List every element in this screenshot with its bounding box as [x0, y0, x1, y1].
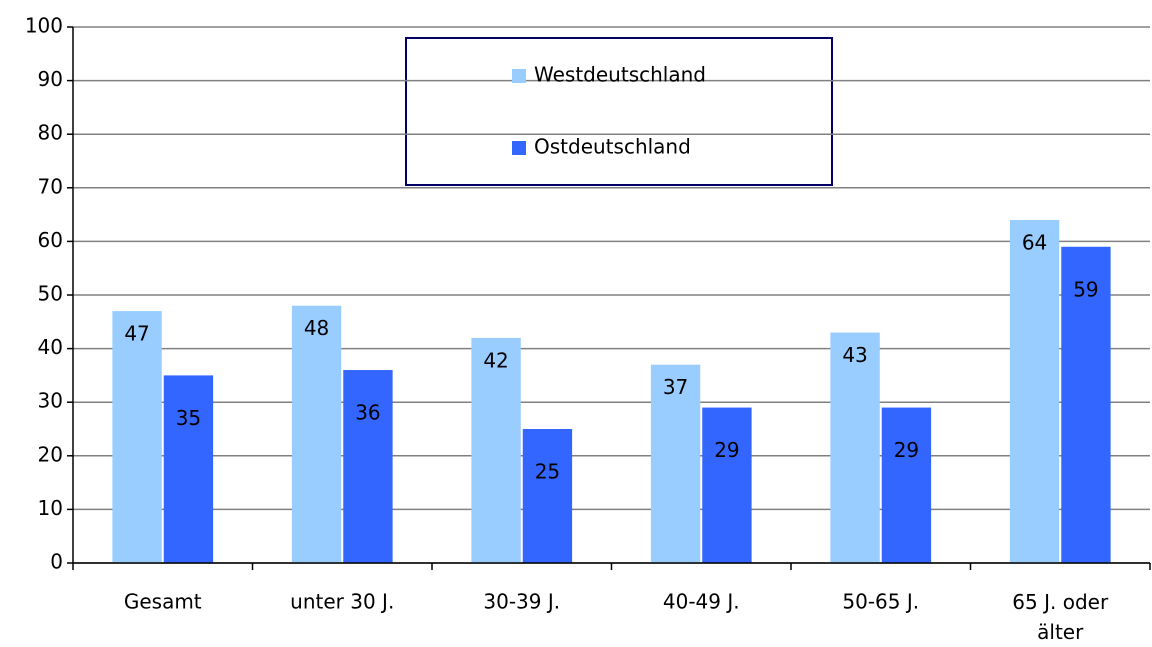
legend-label: Westdeutschland: [534, 63, 706, 87]
data-label: 25: [535, 460, 560, 484]
y-tick-label: 20: [38, 442, 63, 466]
x-tick-label: 50-65 J.: [842, 590, 919, 614]
y-tick-label: 30: [38, 389, 63, 413]
x-tick-label: unter 30 J.: [290, 590, 394, 614]
y-tick-label: 90: [38, 67, 63, 91]
bar: [522, 429, 573, 563]
data-label: 42: [483, 348, 508, 372]
legend-swatch: [512, 141, 526, 155]
y-tick-label: 10: [38, 496, 63, 520]
bar: [830, 332, 880, 563]
legend-label: Ostdeutschland: [534, 135, 691, 159]
x-tick-label-line: älter: [1037, 620, 1084, 644]
data-label: 47: [124, 322, 149, 346]
y-tick-label: 60: [38, 228, 63, 252]
data-label: 48: [304, 316, 329, 340]
legend-swatch: [512, 69, 526, 83]
bar: [343, 370, 393, 563]
data-label: 37: [663, 375, 688, 399]
bar: [1009, 219, 1060, 563]
data-label: 59: [1073, 277, 1098, 301]
x-tick-label-line: 65 J. oder: [1012, 590, 1109, 614]
x-tick-label: 30-39 J.: [483, 590, 560, 614]
bar: [1061, 246, 1111, 563]
data-label: 35: [176, 406, 201, 430]
y-tick-label: 80: [38, 121, 63, 145]
bar: [112, 311, 162, 563]
y-tick-label: 50: [38, 282, 63, 306]
y-tick-label: 0: [50, 550, 63, 574]
data-label: 29: [894, 438, 919, 462]
bar: [702, 407, 752, 563]
legend-box: [405, 37, 833, 186]
bar: [881, 407, 932, 563]
bar: [471, 337, 521, 563]
y-tick-label: 100: [25, 14, 63, 38]
data-label: 64: [1022, 230, 1047, 254]
data-label: 29: [714, 438, 739, 462]
data-label: 36: [355, 401, 380, 425]
bar: [291, 305, 342, 563]
x-tick-label: Gesamt: [124, 590, 202, 614]
bar: [650, 364, 701, 563]
x-tick-label: 40-49 J.: [663, 590, 740, 614]
bar: [163, 375, 214, 563]
data-label: 43: [842, 343, 867, 367]
y-tick-label: 70: [38, 174, 63, 198]
y-tick-label: 40: [38, 335, 63, 359]
x-tick-label: 65 J. oder älter: [1012, 590, 1109, 644]
